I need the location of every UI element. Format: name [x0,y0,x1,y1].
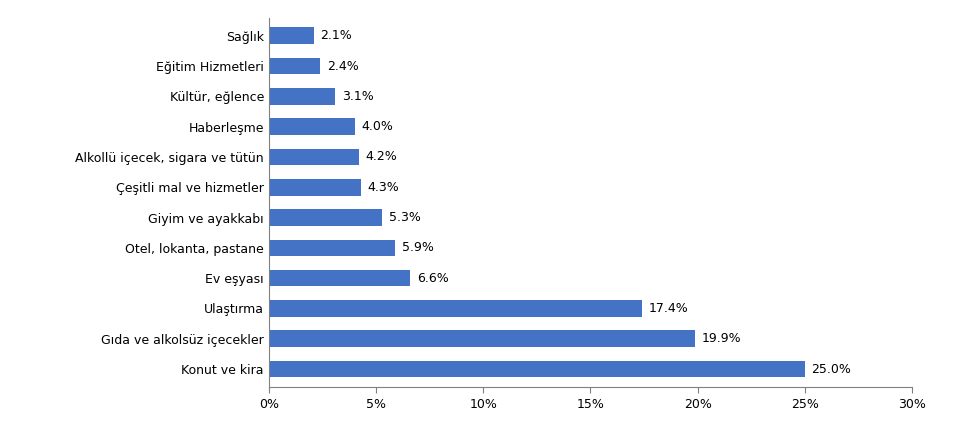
Text: 19.9%: 19.9% [702,332,741,345]
Bar [269,179,361,196]
Text: 3.1%: 3.1% [342,90,373,103]
Bar [269,118,354,135]
Text: 4.2%: 4.2% [365,150,397,163]
Bar [269,330,695,347]
Bar [269,209,382,226]
Text: 6.6%: 6.6% [417,271,448,285]
Bar [269,58,321,74]
Text: 2.4%: 2.4% [326,59,358,73]
Text: 4.0%: 4.0% [361,120,393,133]
Text: 4.3%: 4.3% [368,181,399,194]
Bar [269,149,359,165]
Bar [269,88,335,105]
Bar [269,270,410,286]
Text: 2.1%: 2.1% [321,29,352,42]
Bar [269,27,314,44]
Bar [269,300,642,317]
Text: 5.3%: 5.3% [389,211,420,224]
Text: 5.9%: 5.9% [401,242,434,254]
Bar [269,361,804,378]
Bar [269,239,396,256]
Text: 25.0%: 25.0% [811,363,852,375]
Text: 17.4%: 17.4% [648,302,688,315]
